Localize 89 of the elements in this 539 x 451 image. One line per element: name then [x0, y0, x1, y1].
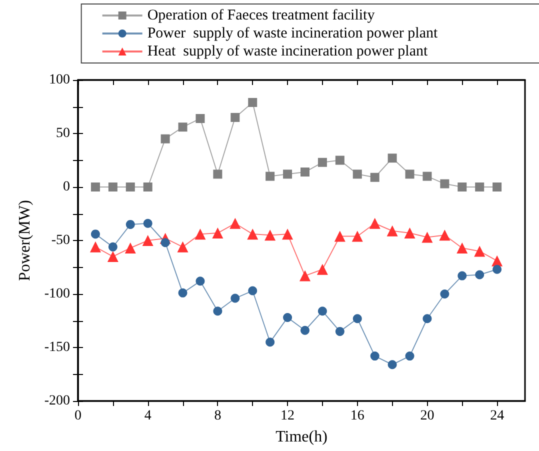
legend-label: Heat supply of waste incineration power plant [147, 44, 428, 60]
point [264, 230, 276, 241]
x-tick-label: 24 [490, 408, 504, 424]
point [422, 314, 432, 324]
point [143, 182, 152, 192]
point [126, 182, 135, 192]
point [440, 179, 450, 188]
point [474, 246, 486, 257]
x-axis-title: Time(h) [276, 428, 328, 446]
point [196, 276, 205, 286]
point [405, 170, 414, 179]
point [299, 270, 310, 282]
point [458, 271, 467, 280]
point [108, 182, 118, 192]
x-tick-label: 0 [74, 408, 82, 424]
point [107, 251, 118, 262]
y-tick-label: -100 [44, 286, 70, 302]
point [318, 306, 327, 316]
point [475, 182, 484, 192]
y-tick-label: -200 [44, 394, 70, 408]
point [283, 313, 292, 322]
y-tick-label: 0 [63, 180, 70, 194]
point [160, 238, 170, 248]
x-tick-label: 4 [144, 408, 152, 424]
point [90, 230, 100, 239]
point [316, 264, 328, 275]
point [300, 168, 310, 177]
point [456, 242, 468, 254]
point [126, 220, 135, 229]
point [194, 228, 206, 240]
point [124, 242, 136, 254]
point [388, 154, 397, 163]
y-tick-label: 50 [56, 126, 70, 141]
point [196, 114, 205, 124]
y-tick-label: -150 [44, 340, 70, 355]
point [178, 122, 188, 132]
x-tick-label: 16 [350, 408, 364, 424]
point [230, 218, 241, 229]
point [404, 228, 416, 239]
point [143, 218, 152, 228]
point [266, 338, 275, 347]
point [213, 306, 222, 316]
point [422, 172, 432, 181]
point [405, 352, 414, 361]
point [388, 360, 397, 370]
point [386, 225, 398, 236]
point [352, 230, 363, 242]
point [178, 288, 188, 298]
point [475, 270, 484, 280]
y-axis-title: Power(MW) [16, 200, 34, 281]
point [213, 170, 222, 179]
x-tick-label: 12 [280, 408, 295, 424]
x-tick-label: 20 [420, 408, 434, 424]
point [352, 170, 362, 179]
point [370, 352, 380, 361]
point [318, 158, 327, 167]
point [370, 172, 380, 182]
point [282, 228, 294, 240]
point [492, 182, 502, 192]
point [335, 156, 344, 165]
point [334, 230, 346, 242]
point [177, 241, 188, 252]
y-tick-label: -50 [51, 233, 70, 248]
point [230, 112, 240, 122]
point [90, 182, 100, 192]
point [230, 294, 240, 303]
point [212, 228, 224, 239]
point [283, 170, 292, 179]
point [439, 230, 450, 241]
point [440, 290, 450, 298]
x-tick-label: 8 [214, 408, 222, 424]
point [248, 286, 258, 296]
point [108, 242, 118, 252]
point [248, 98, 258, 107]
point [369, 218, 380, 229]
point [300, 326, 310, 335]
point [422, 232, 433, 243]
legend-label: Power supply of waste incineration power plant [147, 26, 439, 42]
point [458, 182, 467, 192]
point [352, 314, 362, 324]
point [247, 228, 258, 240]
point [142, 235, 154, 246]
point [90, 241, 101, 252]
legend-label: Operation of Faeces treatment facility [147, 8, 376, 24]
point [160, 134, 170, 144]
point [266, 172, 275, 181]
point [335, 326, 344, 336]
y-tick-label: 100 [49, 72, 70, 88]
point [492, 264, 502, 274]
